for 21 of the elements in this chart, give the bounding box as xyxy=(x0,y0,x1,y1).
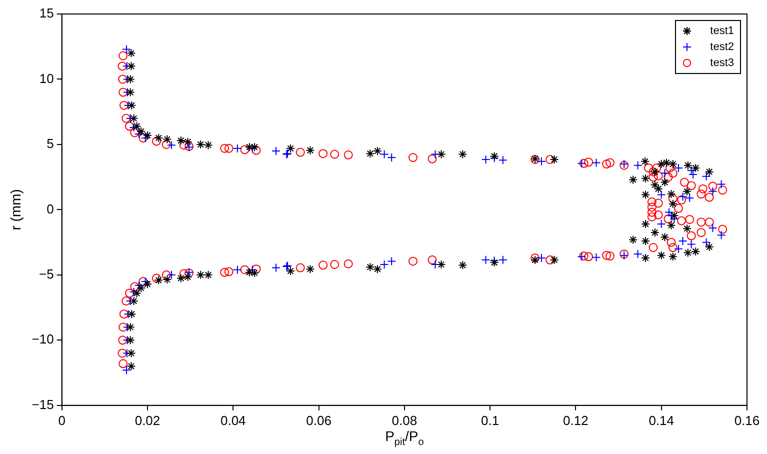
x-tick-label: 0.1 xyxy=(481,412,500,428)
x-tick-label: 0.02 xyxy=(134,412,160,428)
x-tick-label: 0.14 xyxy=(648,412,674,428)
y-tick-label: −5 xyxy=(39,266,54,282)
y-tick-label: 5 xyxy=(46,136,54,152)
x-tick-label: 0.08 xyxy=(392,412,418,428)
legend-label: test2 xyxy=(710,41,734,53)
x-tick-label: 0.06 xyxy=(306,412,332,428)
y-tick-label: −15 xyxy=(32,396,54,412)
legend-label: test1 xyxy=(710,25,734,37)
x-tick-label: 0.12 xyxy=(563,412,588,428)
x-tick-label: 0 xyxy=(58,412,66,428)
y-tick-label: 15 xyxy=(39,6,54,21)
y-tick-label: 0 xyxy=(46,201,54,216)
x-axis-title: P$_{pit}$/P$_{o}$ xyxy=(385,428,424,450)
y-tick-label: 10 xyxy=(39,70,54,86)
legend-label: test3 xyxy=(710,57,734,69)
x-tick-label: 0.04 xyxy=(220,412,246,428)
x-tick-label: 0.16 xyxy=(734,412,760,428)
y-axis-title: r (mm) xyxy=(7,189,24,230)
y-tick-label: −10 xyxy=(32,332,54,347)
